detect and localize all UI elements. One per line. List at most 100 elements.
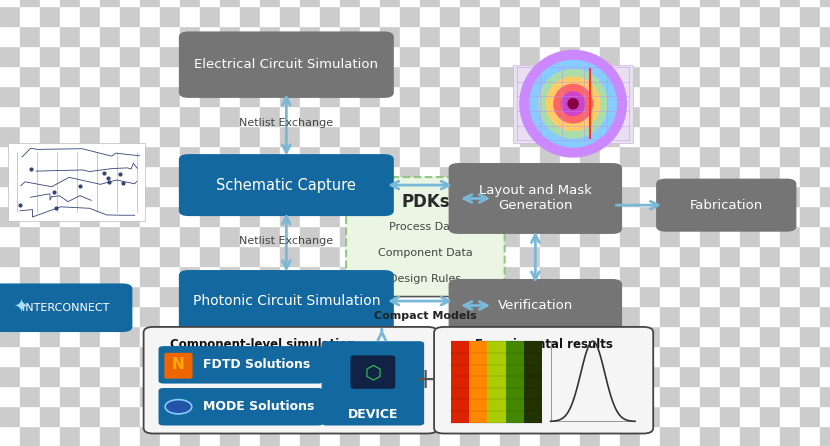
Bar [400,306,420,326]
Bar [300,166,320,186]
Bar [380,346,400,366]
Bar [240,326,260,346]
Bar [820,6,830,26]
Bar [140,366,160,386]
Bar [360,86,380,106]
Bar [780,146,800,166]
Bar [620,286,640,306]
Bar [260,226,280,246]
Bar [320,246,340,266]
Bar [420,206,440,226]
Text: Netlist Exchange: Netlist Exchange [239,236,334,246]
Bar [513,65,633,143]
Bar [80,6,100,26]
Bar [460,106,480,126]
Bar [100,406,120,426]
Bar [320,326,340,346]
Bar [160,346,180,366]
Bar [260,6,280,26]
Bar [220,86,240,106]
Bar [420,66,440,86]
Bar [340,146,360,166]
Bar [640,46,660,66]
Bar [740,426,760,446]
Bar [280,346,300,366]
Bar [500,66,520,86]
Bar [400,46,420,66]
Bar [580,286,600,306]
Bar [320,0,340,6]
Bar [640,6,660,26]
Bar [20,26,40,46]
Bar [140,326,160,346]
Bar [60,126,80,146]
Bar [300,86,320,106]
Bar [380,326,400,346]
Bar [40,426,60,446]
Bar [520,406,540,426]
Bar [520,266,540,286]
Bar [200,346,220,366]
Bar [120,366,140,386]
Bar [240,266,260,286]
Bar [180,286,200,306]
Bar [560,166,580,186]
Bar [540,246,560,266]
Bar [740,346,760,366]
Bar [140,426,160,446]
Bar [560,206,580,226]
Bar [700,46,720,66]
Bar [40,186,60,206]
Bar [300,406,320,426]
Bar [460,6,480,26]
Bar [20,146,40,166]
Bar [160,46,180,66]
Bar [520,346,540,366]
Bar [560,126,580,146]
Bar [700,326,720,346]
Bar [40,86,60,106]
Bar [380,6,400,26]
Text: ✦: ✦ [12,299,28,317]
Bar [220,46,240,66]
Bar [400,186,420,206]
Bar [800,66,820,86]
Bar [700,6,720,26]
Bar [540,366,560,386]
Bar [700,186,720,206]
Bar [200,246,220,266]
Bar [0,6,20,26]
Bar [460,0,480,6]
Bar [340,346,360,366]
Bar [160,206,180,226]
Bar [500,366,520,386]
Bar [640,0,660,6]
Bar [640,226,660,246]
Bar [80,66,100,86]
Bar [720,386,740,406]
Bar [500,46,520,66]
Bar [380,246,400,266]
Bar [600,346,620,366]
Text: ⬡: ⬡ [364,363,381,383]
Bar [280,306,300,326]
Bar [760,246,780,266]
Bar [660,66,680,86]
Bar [660,346,680,366]
Bar [140,346,160,366]
Bar [60,146,80,166]
Bar [740,306,760,326]
Bar [660,146,680,166]
Ellipse shape [520,50,627,157]
Bar [300,26,320,46]
Bar [400,6,420,26]
Bar [100,306,120,326]
Bar [260,326,280,346]
Bar [320,46,340,66]
Bar [140,6,160,26]
Bar [60,46,80,66]
Bar [260,386,280,406]
Bar [300,126,320,146]
Bar [500,6,520,26]
Bar [20,186,40,206]
